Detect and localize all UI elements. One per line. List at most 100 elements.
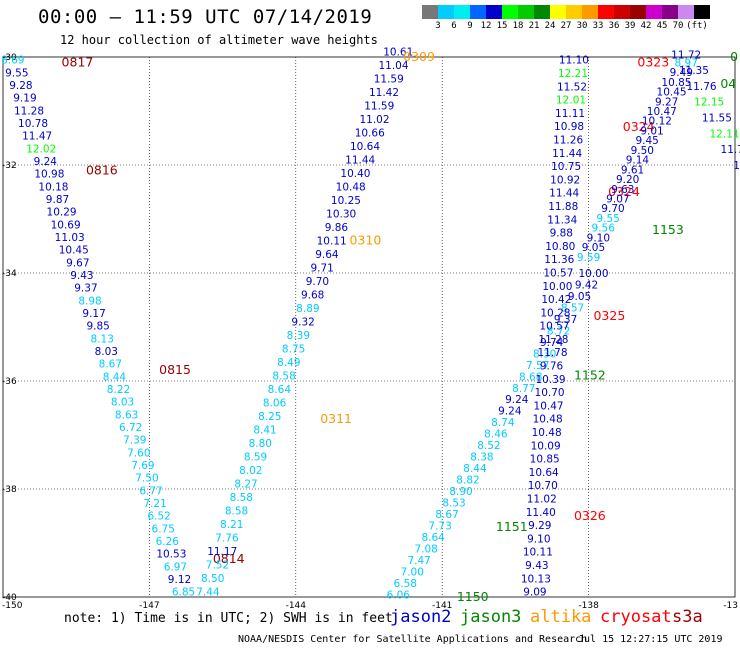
swh-value: 9.24 — [34, 156, 58, 168]
scale-label: 36 — [608, 21, 620, 31]
swh-value: 11.42 — [369, 87, 399, 99]
swh-value: 10.42 — [541, 294, 571, 306]
swh-value: 8.25 — [258, 411, 281, 423]
lat-label: -34 — [2, 269, 17, 279]
swh-value: 8.72 — [547, 325, 570, 337]
scale-swatch — [566, 5, 582, 19]
legend-s3a: s3a — [672, 607, 703, 627]
swh-value: 9.14 — [626, 155, 650, 167]
swh-value: 10.09 — [531, 440, 561, 452]
swh-value: 11.28 — [538, 334, 568, 346]
swh-value: 9.70 — [306, 276, 329, 288]
swh-value: 9.12 — [168, 574, 191, 586]
swh-value: 10.98 — [554, 121, 584, 133]
swh-value: 9.88 — [550, 228, 573, 240]
swh-value: 11.44 — [552, 148, 582, 160]
swh-value: 6.77 — [139, 485, 162, 497]
scale-swatch — [662, 5, 678, 19]
swh-value: 12.15 — [694, 97, 724, 109]
swh-value: 10.48 — [532, 427, 562, 439]
swh-value: 11.04 — [378, 60, 408, 72]
swh-value: 6.97 — [164, 561, 187, 573]
swh-value: 9.37 — [554, 314, 577, 326]
swh-value: 6.52 — [147, 511, 170, 523]
swh-value: 10.40 — [340, 168, 370, 180]
swh-value: 8.41 — [253, 425, 276, 437]
swh-value: 6.58 — [394, 578, 417, 590]
swh-value: 8.68 — [519, 371, 542, 383]
scale-label: 42 — [640, 21, 652, 31]
scale-label: 9 — [467, 21, 473, 31]
swh-value: 9.17 — [82, 308, 105, 320]
scale-swatch — [630, 5, 646, 19]
color-scale-labels: 3 6 9 12 15 18 21 24 27 30 33 36 39 42 45 70 (ft) — [422, 21, 708, 31]
swh-value: 10.78 — [18, 118, 48, 130]
scale-swatch — [454, 5, 470, 19]
swh-value: 10.61 — [383, 47, 413, 59]
swh-value: 10.85 — [530, 454, 560, 466]
swh-value: 9.74 — [540, 337, 564, 349]
scale-label: 3 — [435, 21, 441, 31]
map-title: 00:00 – 11:59 UTC 07/14/2019 — [38, 6, 373, 28]
swh-value: 11.02 — [527, 494, 557, 506]
swh-value: 10.48 — [533, 414, 563, 426]
swh-value: 8.39 — [287, 330, 310, 342]
scale-swatch — [534, 5, 550, 19]
swh-value: 10.39 — [536, 374, 566, 386]
scale-swatch — [422, 5, 438, 19]
swh-value: 8.89 — [296, 303, 319, 315]
swh-value: 9.29 — [528, 520, 551, 532]
lat-label: -36 — [2, 377, 17, 387]
lat-label: -30 — [2, 53, 17, 63]
track-time-label: 0816 — [86, 162, 118, 177]
swh-value: 9.50 — [631, 145, 654, 157]
swh-value: 10.13 — [521, 573, 551, 585]
swh-value: 11.88 — [548, 201, 578, 213]
swh-value: 10.66 — [355, 128, 385, 140]
swh-value: 9.45 — [635, 135, 658, 147]
track-time-label: 0324 — [623, 119, 655, 134]
swh-value: 8.03 — [95, 346, 118, 358]
swh-value: 9.10 — [527, 533, 550, 545]
swh-value: 10.11 — [523, 547, 553, 559]
swh-value: 11.28 — [14, 105, 44, 117]
swh-value: 10.18 — [38, 181, 68, 193]
scale-label: 24 — [544, 21, 556, 31]
scale-label: 30 — [576, 21, 588, 31]
swh-value: 6.26 — [156, 536, 180, 548]
legend-altika: altika — [530, 607, 592, 627]
swh-value: 6.72 — [119, 422, 142, 434]
swh-value: 8.64 — [421, 532, 445, 544]
track-time-label: 0 — [730, 49, 738, 64]
swh-value: 11.10 — [559, 55, 589, 67]
scale-swatch — [598, 5, 614, 19]
swh-value: 8.21 — [220, 519, 243, 531]
scale-label: 27 — [560, 21, 572, 31]
scale-swatch — [678, 5, 694, 19]
swh-value: 7.60 — [127, 447, 150, 459]
lat-label: -40 — [2, 593, 17, 603]
swh-value: 8.50 — [201, 573, 224, 585]
swh-value: 9.76 — [540, 361, 564, 373]
swh-value: 7.69 — [131, 460, 154, 472]
scale-swatch — [646, 5, 662, 19]
swh-value: 10.64 — [350, 141, 380, 153]
swh-value: 8.58 — [230, 492, 253, 504]
swh-value: 12.02 — [26, 143, 56, 155]
swh-value: 11.26 — [553, 134, 583, 146]
swh-value: 12.01 — [556, 95, 586, 107]
swh-value: 10.69 — [51, 219, 81, 231]
swh-value: 9.56 — [592, 223, 616, 235]
swh-value: 8.67 — [435, 509, 458, 521]
scale-swatch — [694, 5, 710, 19]
swh-value: 11.59 — [374, 74, 404, 86]
track-time-label: 0323 — [637, 54, 669, 69]
swh-value: 7.44 — [196, 587, 220, 599]
swh-value: 9.09 — [523, 587, 546, 599]
swh-value: 11.35 — [679, 65, 709, 77]
swh-value: 9.63 — [611, 184, 634, 196]
swh-value: 8.97 — [675, 57, 698, 69]
swh-value: 11.7 — [721, 144, 740, 156]
swh-value: 8.63 — [115, 409, 138, 421]
swh-value: 9.61 — [621, 164, 644, 176]
